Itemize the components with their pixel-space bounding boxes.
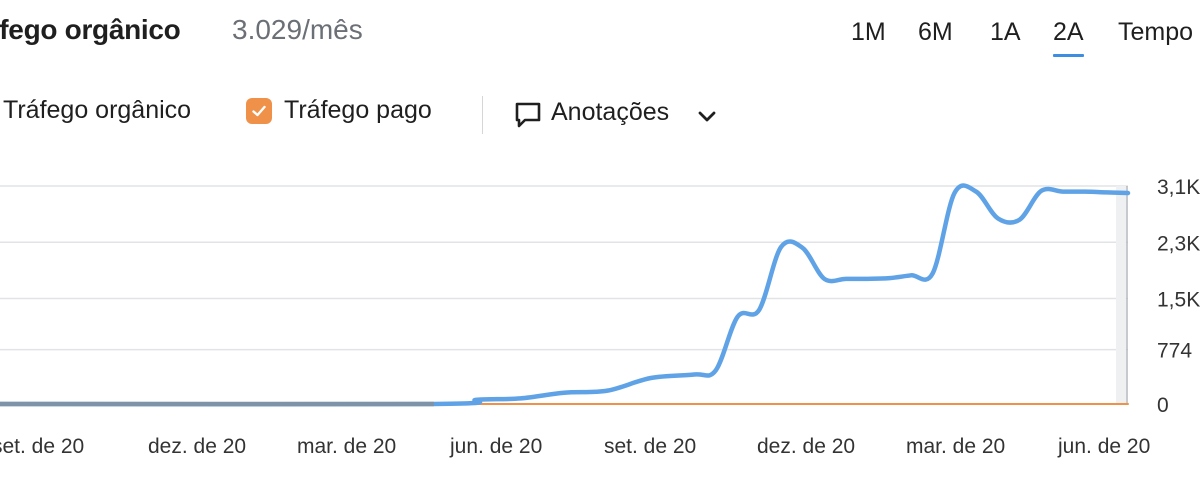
period-1a-button[interactable]: 1A [990, 18, 1021, 46]
paid-traffic-checkbox[interactable] [246, 98, 272, 124]
annotations-label: Anotações [551, 98, 670, 126]
x-tick-label: mar. de 20 [297, 435, 396, 458]
chart-legend: Tráfego orgânico Tráfego pago [0, 90, 1200, 136]
legend-paid-traffic[interactable]: Tráfego pago [284, 96, 432, 124]
y-tick-label: 774 [1157, 340, 1192, 363]
x-tick-label: jun. de 20 [449, 435, 542, 458]
y-tick-label: 3,1K [1157, 176, 1200, 199]
x-tick-label: set. de 20 [0, 435, 84, 458]
x-tick-label: jun. de 20 [1057, 435, 1150, 458]
period-2a-button[interactable]: 2A [1053, 18, 1084, 57]
x-tick-label: mar. de 20 [906, 435, 1005, 458]
chart-title: áfego orgânico [0, 14, 181, 45]
x-tick-label: set. de 20 [604, 435, 696, 458]
chart-header: áfego orgânico 3.029/mês 1M 6M 1A 2A Tem… [0, 0, 1200, 70]
y-tick-label: 1,5K [1157, 289, 1200, 312]
monthly-traffic-value: 3.029/mês [232, 14, 363, 45]
legend-organic-traffic[interactable]: Tráfego orgânico [3, 96, 192, 124]
legend-divider [482, 96, 483, 134]
x-tick-label: dez. de 20 [148, 435, 246, 458]
period-all-time-button[interactable]: Tempo [1118, 18, 1194, 46]
comment-icon [515, 102, 541, 128]
chevron-down-icon [698, 111, 716, 122]
x-tick-label: dez. de 20 [757, 435, 855, 458]
y-tick-label: 0 [1157, 394, 1169, 417]
y-tick-label: 2,3K [1157, 232, 1200, 255]
organic-traffic-line [0, 183, 1131, 407]
period-1m-button[interactable]: 1M [851, 18, 886, 46]
check-icon [252, 105, 266, 117]
period-6m-button[interactable]: 6M [918, 18, 953, 46]
hover-band [1116, 186, 1126, 404]
